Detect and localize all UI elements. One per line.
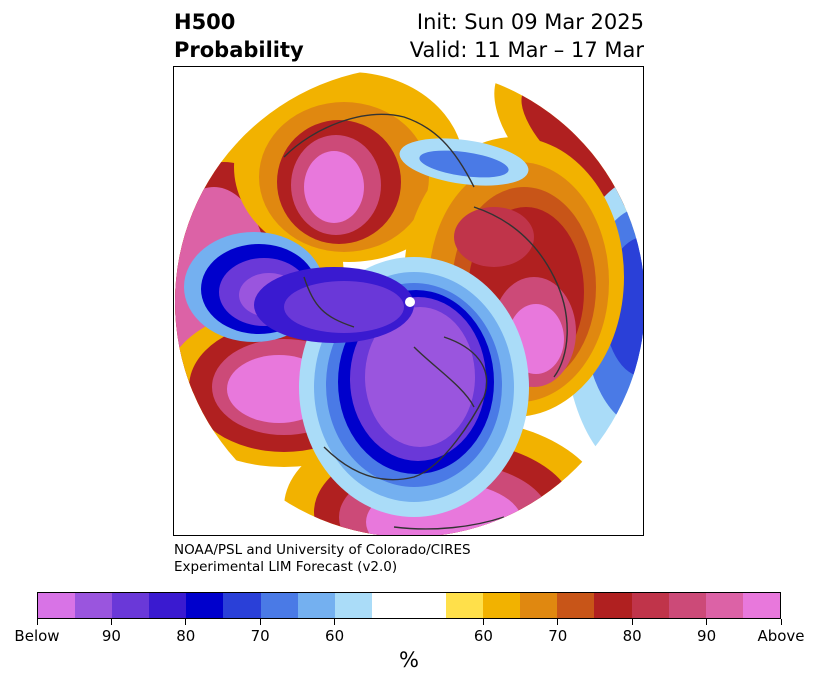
probability-field bbox=[175, 67, 643, 535]
colorbar-tick-label: 70 bbox=[548, 627, 568, 645]
colorbar-tick bbox=[259, 619, 261, 625]
colorbar-segment bbox=[446, 593, 484, 618]
colorbar-segment bbox=[594, 593, 632, 618]
polar-map-frame bbox=[173, 66, 644, 536]
colorbar-tick bbox=[557, 619, 559, 625]
colorbar-tick bbox=[36, 619, 38, 625]
colorbar-segment bbox=[742, 593, 780, 618]
credit-line-1: NOAA/PSL and University of Colorado/CIRE… bbox=[174, 542, 471, 558]
colorbar-segment bbox=[334, 593, 372, 618]
colorbar-tick-label: Above bbox=[757, 627, 805, 645]
colorbar-segment bbox=[371, 593, 409, 618]
valid-range: Valid: 11 Mar – 17 Mar bbox=[409, 38, 644, 62]
colorbar-tick-label: 60 bbox=[473, 627, 493, 645]
colorbar-segment bbox=[75, 593, 113, 618]
colorbar-tick-label: Below bbox=[14, 627, 60, 645]
probability-colorbar bbox=[37, 592, 781, 619]
credit-line-2: Experimental LIM Forecast (v2.0) bbox=[174, 559, 398, 575]
colorbar-segment bbox=[408, 593, 447, 618]
colorbar-tick-label: 70 bbox=[250, 627, 270, 645]
colorbar-tick bbox=[334, 619, 336, 625]
colorbar-segment bbox=[260, 593, 298, 618]
map-title: H500 Probability bbox=[174, 8, 304, 64]
colorbar-segment bbox=[223, 593, 261, 618]
colorbar-tick-label: 80 bbox=[176, 627, 196, 645]
north-pole-marker bbox=[405, 297, 415, 307]
colorbar-tick bbox=[110, 619, 112, 625]
title-line-2: Probability bbox=[174, 38, 304, 62]
forecast-dates: Init: Sun 09 Mar 2025 Valid: 11 Mar – 17… bbox=[410, 8, 644, 64]
colorbar-segment bbox=[112, 593, 150, 618]
below-normal-region-north bbox=[399, 138, 529, 186]
colorbar-tick bbox=[780, 619, 782, 625]
colorbar-segment bbox=[668, 593, 706, 618]
colorbar-tick bbox=[482, 619, 484, 625]
colorbar-tick bbox=[185, 619, 187, 625]
colorbar-segment bbox=[38, 593, 76, 618]
colorbar-tick-label: 60 bbox=[325, 627, 345, 645]
colorbar-segment bbox=[483, 593, 521, 618]
colorbar-tick bbox=[631, 619, 633, 625]
title-line-1: H500 bbox=[174, 10, 236, 34]
colorbar-segment bbox=[149, 593, 187, 618]
above-normal-region-north bbox=[234, 72, 464, 262]
colorbar-tick-label: 90 bbox=[697, 627, 717, 645]
colorbar-segment bbox=[557, 593, 595, 618]
colorbar-segment bbox=[520, 593, 558, 618]
below-normal-region-arctic bbox=[184, 232, 529, 517]
colorbar-tick-label: 80 bbox=[622, 627, 642, 645]
init-date: Init: Sun 09 Mar 2025 bbox=[416, 10, 644, 34]
colorbar-segment bbox=[297, 593, 335, 618]
colorbar-segment bbox=[705, 593, 743, 618]
colorbar-tick-label: 90 bbox=[101, 627, 121, 645]
polar-probability-map bbox=[175, 67, 643, 535]
colorbar-segment bbox=[631, 593, 669, 618]
colorbar-unit: % bbox=[399, 648, 419, 672]
colorbar-segment bbox=[186, 593, 224, 618]
credit-text: NOAA/PSL and University of Colorado/CIRE… bbox=[174, 542, 471, 576]
colorbar-tick bbox=[706, 619, 708, 625]
